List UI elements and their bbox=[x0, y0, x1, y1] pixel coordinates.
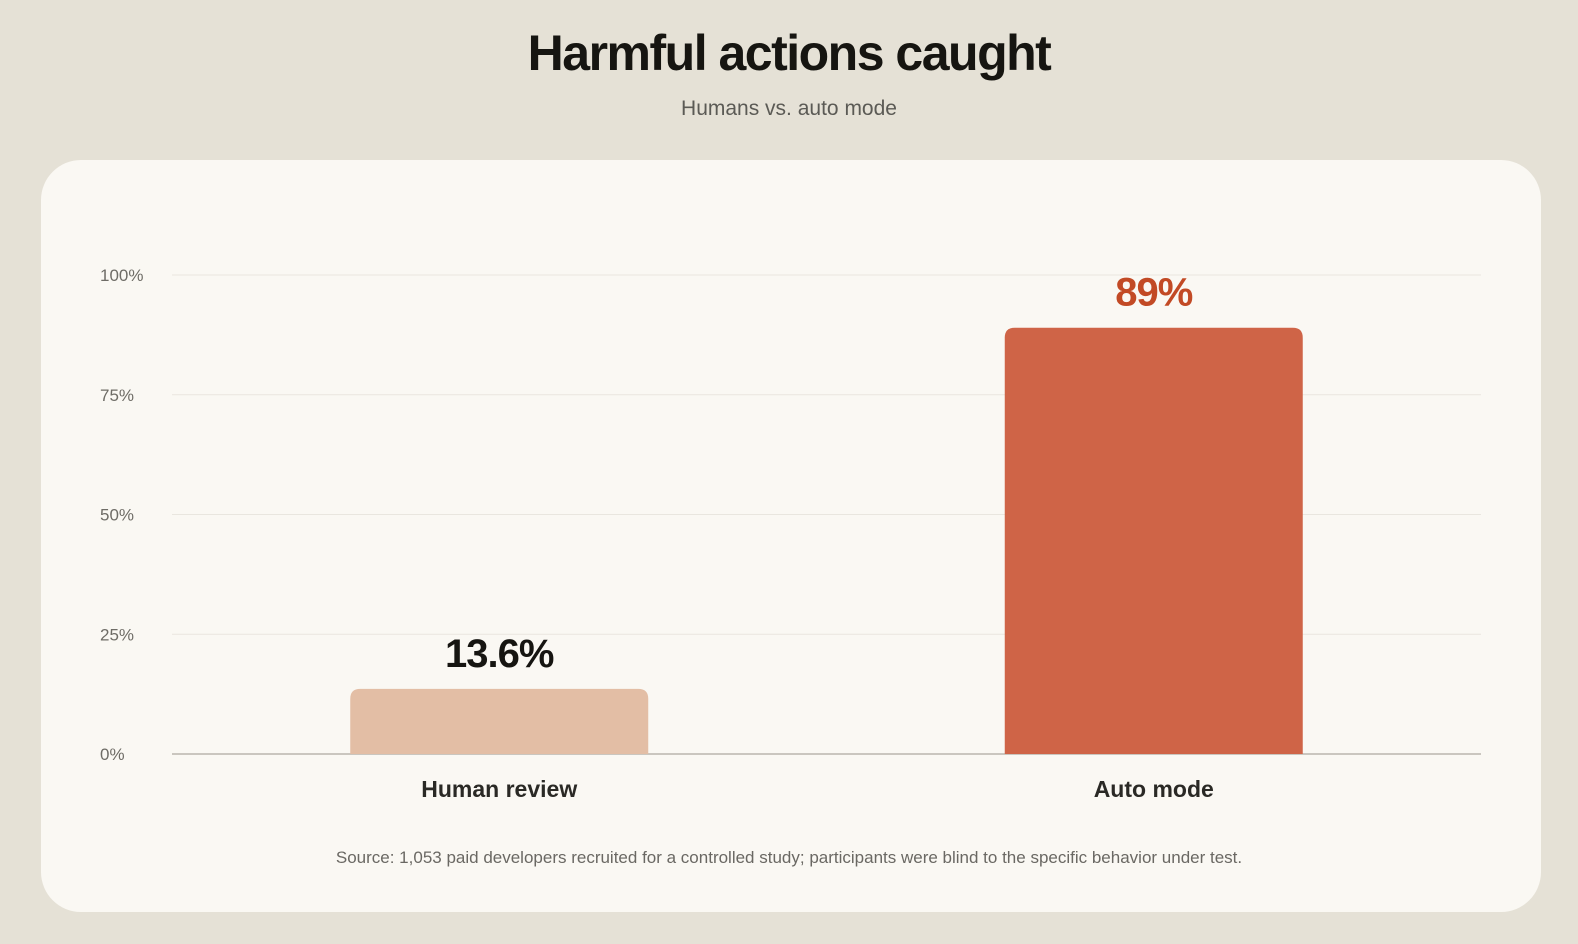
y-tick-label: 25% bbox=[100, 625, 134, 644]
source-note: Source: 1,053 paid developers recruited … bbox=[335, 848, 1243, 867]
bar-auto-mode bbox=[1004, 327, 1303, 754]
bar-human-review bbox=[350, 688, 649, 754]
value-label: 89% bbox=[1115, 271, 1192, 315]
y-tick-label: 0% bbox=[100, 745, 125, 764]
category-label: Human review bbox=[421, 776, 577, 802]
chart-title: Harmful actions caught bbox=[527, 25, 1052, 81]
bar-labels: 13.6% Human review 89% Auto mode bbox=[421, 271, 1214, 802]
y-tick-label: 50% bbox=[100, 506, 134, 525]
y-tick-label: 100% bbox=[100, 266, 143, 285]
category-label: Auto mode bbox=[1094, 776, 1214, 802]
chart-subtitle: Humans vs. auto mode bbox=[681, 97, 897, 120]
y-tick-label: 75% bbox=[100, 386, 134, 405]
y-axis-ticks: 0% 25% 50% 75% 100% bbox=[100, 266, 143, 764]
value-label: 13.6% bbox=[445, 632, 554, 676]
bars bbox=[350, 327, 1303, 754]
